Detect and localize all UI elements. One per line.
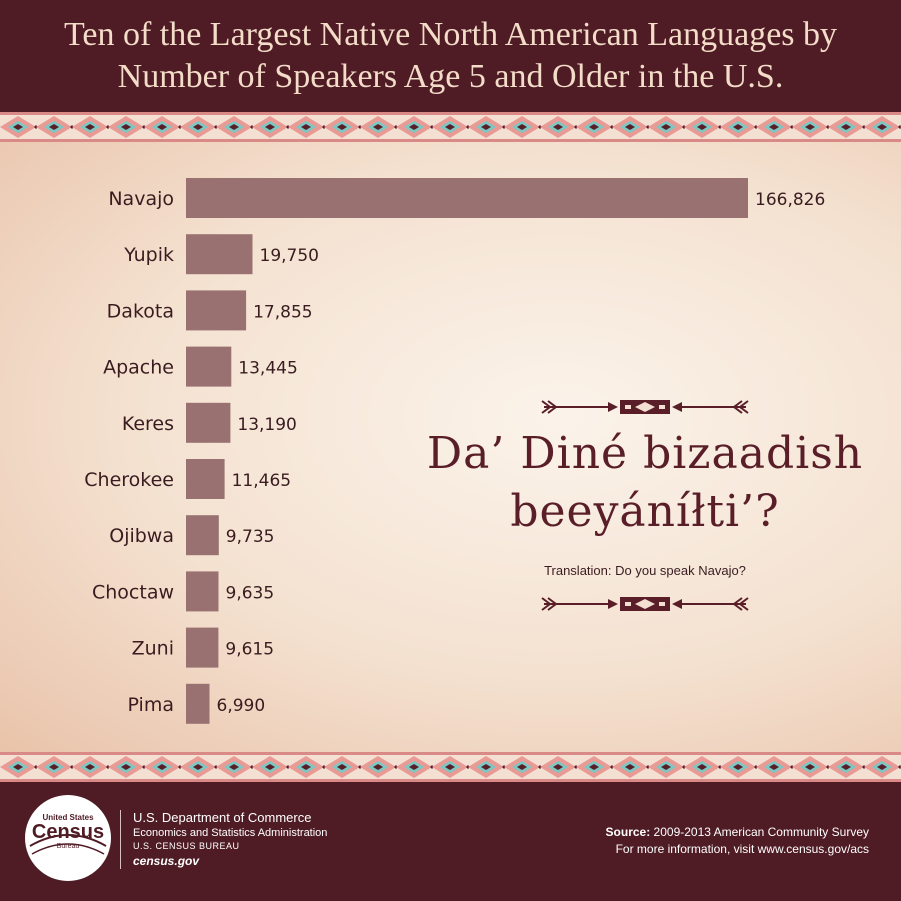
category-label: Choctaw — [92, 581, 174, 603]
category-label: Navajo — [108, 188, 174, 210]
title-line-2: Number of Speakers Age 5 and Older in th… — [117, 58, 784, 95]
logo-bottom-text: Bureau — [57, 843, 80, 850]
arrow-ornament-bottom — [541, 597, 749, 611]
category-label: Cherokee — [84, 469, 174, 491]
header-bar: Ten of the Largest Native North American… — [0, 0, 901, 112]
source-block: Source: 2009-2013 American Community Sur… — [606, 824, 869, 858]
navajo-phrase: Da’ Diné bizaadish beeyáníłti’? — [425, 425, 865, 541]
source-text: 2009-2013 American Community Survey — [650, 825, 869, 839]
value-label: 19,750 — [260, 246, 319, 266]
category-label: Yupik — [123, 244, 174, 266]
chart-title: Ten of the Largest Native North American… — [0, 14, 901, 98]
phrase-line-2: beeyáníłti’? — [510, 486, 780, 537]
title-line-1: Ten of the Largest Native North American… — [63, 16, 838, 53]
bar — [186, 402, 231, 443]
bar — [186, 234, 253, 275]
bar — [186, 290, 247, 331]
bar — [186, 571, 219, 612]
bar — [186, 515, 219, 556]
footer-bar: United States Census Bureau U.S. Departm… — [0, 782, 901, 901]
category-label: Keres — [122, 413, 174, 435]
department-block: U.S. Department of Commerce Economics an… — [120, 810, 327, 869]
source-label: Source: — [605, 825, 651, 839]
bar — [186, 178, 748, 218]
census-logo: United States Census Bureau — [25, 795, 111, 881]
bar — [186, 459, 225, 499]
census-gov-link[interactable]: census.gov — [133, 854, 200, 868]
bar-chart: Navajo 166,826 Yupik 19,750 Dakota 17,855 Apac… — [84, 178, 825, 724]
arrow-ornament-top — [541, 400, 749, 414]
category-label: Ojibwa — [109, 525, 174, 547]
dept-line-1: U.S. Department of Commerce — [133, 810, 312, 825]
value-label: 9,635 — [226, 583, 275, 603]
dept-line-3: U.S. CENSUS BUREAU — [133, 841, 240, 851]
category-label: Apache — [103, 357, 174, 379]
value-label: 166,826 — [755, 190, 825, 210]
bar — [186, 627, 219, 668]
pattern-band-top — [0, 112, 901, 142]
phrase-line-1: Da’ Diné bizaadish — [426, 428, 864, 479]
value-label: 11,465 — [232, 471, 291, 491]
more-info-link[interactable]: For more information, visit www.census.g… — [615, 842, 869, 856]
logo-main-text: Census — [32, 821, 104, 843]
value-label: 9,735 — [226, 527, 275, 547]
logo-top-text: United States — [42, 813, 94, 822]
bar — [186, 683, 210, 724]
value-label: 13,445 — [238, 359, 297, 379]
translation-text: Translation: Do you speak Navajo? — [544, 563, 746, 578]
category-label: Pima — [128, 694, 174, 716]
category-label: Dakota — [107, 300, 174, 322]
pattern-band-bottom — [0, 752, 901, 782]
category-label: Zuni — [132, 638, 174, 660]
value-label: 9,615 — [225, 640, 274, 660]
chart-area: Navajo 166,826 Yupik 19,750 Dakota 17,855 Apac… — [0, 142, 901, 752]
value-label: 6,990 — [217, 696, 266, 716]
value-label: 17,855 — [253, 302, 312, 322]
value-label: 13,190 — [237, 415, 296, 435]
dept-line-2: Economics and Statistics Administration — [133, 827, 328, 839]
bar — [186, 346, 232, 387]
